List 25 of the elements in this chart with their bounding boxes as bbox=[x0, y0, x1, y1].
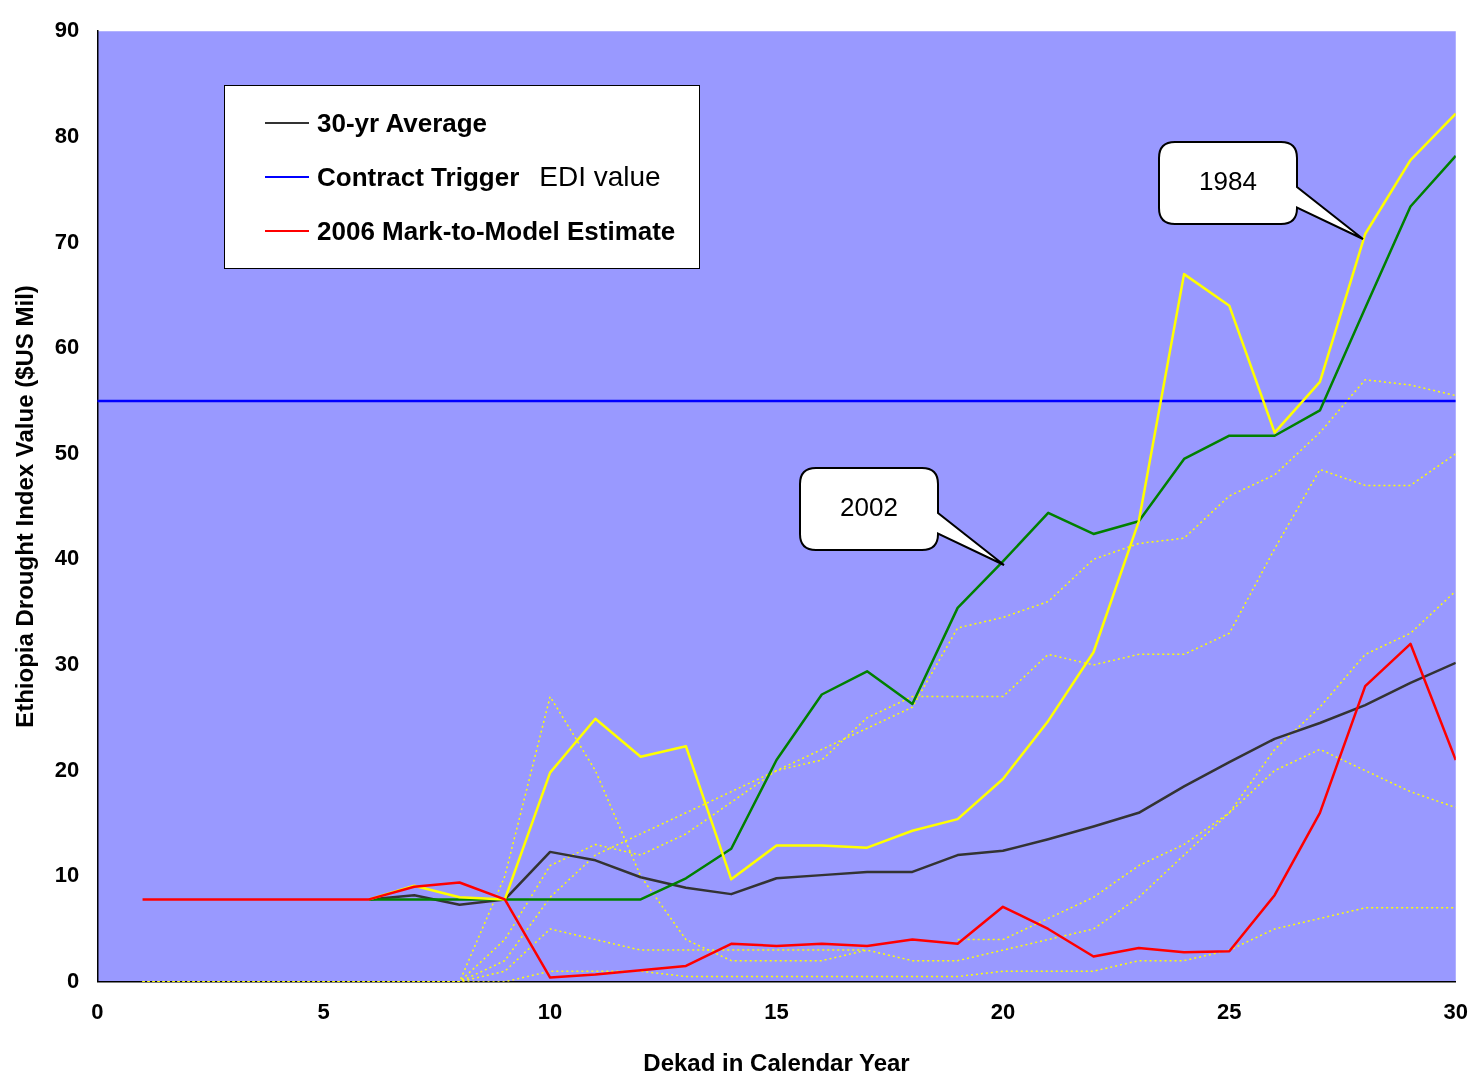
y-tick-label: 40 bbox=[54, 545, 80, 571]
y-tick-label: 50 bbox=[54, 439, 80, 465]
x-tick-label: 5 bbox=[317, 999, 330, 1025]
legend-label: 2006 Mark-to-Model Estimate bbox=[317, 215, 676, 247]
y-axis-title: Ethiopia Drought Index Value ($US Mil) bbox=[11, 285, 39, 728]
x-tick-label: 20 bbox=[990, 999, 1016, 1025]
x-axis-title: Dekad in Calendar Year bbox=[643, 1049, 910, 1077]
x-tick-label: 30 bbox=[1443, 999, 1469, 1025]
y-tick-label: 80 bbox=[54, 122, 80, 148]
annotation: 1984 bbox=[1199, 165, 1257, 196]
annotation: EDI value bbox=[539, 161, 661, 193]
y-tick-label: 30 bbox=[54, 651, 80, 676]
y-tick-label: 60 bbox=[54, 334, 80, 360]
y-tick-label: 20 bbox=[54, 756, 80, 782]
y-tick-label: 10 bbox=[54, 862, 80, 888]
y-tick-label: 70 bbox=[54, 228, 80, 254]
x-tick-label: 10 bbox=[537, 999, 563, 1025]
x-tick-label: 15 bbox=[764, 999, 789, 1025]
y-tick-label: 90 bbox=[54, 17, 80, 43]
x-tick-label: 0 bbox=[91, 999, 104, 1025]
annotation: 2002 bbox=[840, 491, 898, 522]
x-tick-label: 25 bbox=[1217, 999, 1242, 1025]
legend-label: 30-yr Average bbox=[317, 107, 488, 139]
legend-label: Contract Trigger bbox=[317, 161, 520, 193]
y-tick-label: 0 bbox=[67, 967, 80, 993]
